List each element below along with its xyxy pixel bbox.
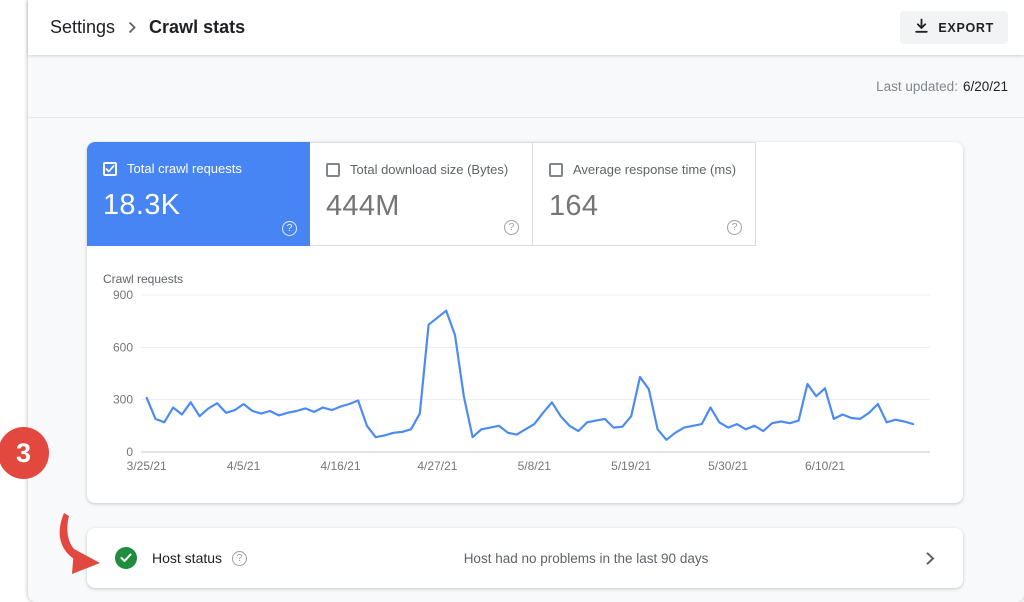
help-icon[interactable]: ? <box>282 221 297 236</box>
export-button-label: EXPORT <box>938 20 994 35</box>
chart-x-tick-label: 5/8/21 <box>518 459 552 473</box>
page-title: Crawl stats <box>149 17 246 37</box>
chart-x-tick-label: 4/27/21 <box>417 459 457 473</box>
annotation-curved-arrow-icon <box>59 513 100 574</box>
metric-value: 164 <box>549 190 599 222</box>
last-updated-bar: Last updated: 6/20/21 <box>28 55 1024 118</box>
download-icon <box>914 18 929 37</box>
crawl-stats-card: Total crawl requests 18.3K ? Total downl… <box>87 142 963 503</box>
last-updated-label: Last updated: <box>876 78 958 94</box>
host-status-row[interactable]: Host status ? Host had no problems in th… <box>87 528 963 588</box>
chevron-right-icon <box>128 21 136 34</box>
chart-block: Crawl requests 900 600 300 0 3/25/21 4/5/21 4/… <box>87 246 963 483</box>
checkbox-unchecked-icon[interactable] <box>549 162 563 177</box>
chart-x-tick-label: 4/5/21 <box>227 459 261 473</box>
status-ok-check-icon <box>115 547 137 569</box>
chart-y-tick-label: 600 <box>113 340 133 354</box>
metric-chip-header: Total download size (Bytes) <box>326 162 516 177</box>
chevron-right-icon[interactable] <box>925 551 935 566</box>
chart-x-tick-label: 3/25/21 <box>127 459 167 473</box>
chart-title: Crawl requests <box>103 272 184 286</box>
host-status-title: Host status <box>152 550 223 566</box>
checkbox-checked-icon[interactable] <box>103 161 117 176</box>
chart-x-tick-label: 5/19/21 <box>611 459 651 473</box>
chart-y-tick-label: 900 <box>113 288 133 302</box>
metric-label: Average response time (ms) <box>573 162 737 177</box>
chart-x-tick-label: 6/10/21 <box>805 459 845 473</box>
crawl-requests-chart: 900 600 300 03/25/21 4/5/21 4/16/21 4/27/21 5/8… <box>113 288 930 473</box>
chart-line-total-crawl-requests <box>145 309 915 441</box>
host-status-message: Host had no problems in the last 90 days <box>463 550 709 566</box>
metric-chip-header: Total crawl requests <box>103 161 294 176</box>
chart-y-tick-label: 300 <box>113 393 133 407</box>
annotation-step-badge: 3 <box>0 427 49 479</box>
metric-label: Total crawl requests <box>127 161 242 176</box>
metric-value: 18.3K <box>103 189 181 221</box>
help-icon[interactable]: ? <box>727 220 742 235</box>
metric-chip-header: Average response time (ms) <box>549 162 739 177</box>
breadcrumb-settings-link[interactable]: Settings <box>50 17 116 37</box>
search-console-crawl-stats-window: Settings Crawl stats EXPORT Last updated… <box>28 0 1024 602</box>
metric-chip-row: Total crawl requests 18.3K ? Total downl… <box>87 142 963 246</box>
breadcrumb: Settings Crawl stats <box>50 17 245 38</box>
chart-x-tick-label: 4/16/21 <box>320 459 360 473</box>
metric-chip-total-download-size[interactable]: Total download size (Bytes) 444M ? <box>310 142 533 246</box>
checkbox-unchecked-icon[interactable] <box>326 162 340 177</box>
metric-label: Total download size (Bytes) <box>350 162 509 177</box>
last-updated-value: 6/20/21 <box>962 78 1008 94</box>
metric-value: 444M <box>326 190 400 222</box>
export-button[interactable]: EXPORT <box>900 11 1008 44</box>
chart-y-tick-label: 0 <box>126 445 133 459</box>
help-icon[interactable]: ? <box>232 550 248 566</box>
chart-x-tick-label: 5/30/21 <box>708 459 748 473</box>
metric-chip-average-response-time[interactable]: Average response time (ms) 164 ? <box>533 142 756 246</box>
help-icon[interactable]: ? <box>504 220 519 235</box>
top-bar: Settings Crawl stats EXPORT <box>28 0 1024 55</box>
metric-chip-total-crawl-requests[interactable]: Total crawl requests 18.3K ? <box>87 142 310 246</box>
